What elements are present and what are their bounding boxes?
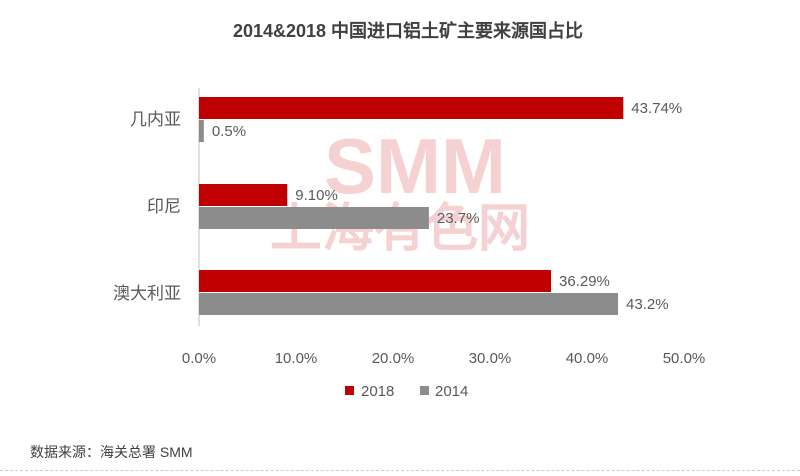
bar-2014-australia (199, 293, 619, 315)
data-label-2014-guinea: 0.5% (212, 123, 246, 140)
bar-2018-australia (199, 270, 552, 292)
data-label-2018-australia: 36.29% (559, 273, 610, 290)
x-tick-label: 50.0% (663, 350, 706, 367)
category-label-guinea: 几内亚 (130, 110, 181, 129)
legend-swatch-2018 (345, 386, 354, 395)
category-label-australia: 澳大利亚 (113, 284, 181, 303)
watermark-smm: SMM (324, 122, 506, 210)
chart-title: 2014&2018 中国进口铝土矿主要来源国占比 (233, 20, 583, 41)
legend-label-2018: 2018 (361, 383, 394, 400)
data-label-2018-guinea: 43.74% (631, 100, 682, 117)
category-label-indonesia: 印尼 (147, 197, 181, 216)
bar-2018-guinea (199, 97, 624, 119)
legend-label-2014: 2014 (435, 383, 468, 400)
bars-group: 43.74% 9.10% 36.29% 0.5% 23.7% 43.2% (199, 97, 682, 315)
bar-2014-indonesia (199, 207, 429, 229)
legend-swatch-2014 (420, 386, 429, 395)
x-tick-label: 30.0% (469, 350, 512, 367)
bottom-divider (0, 470, 800, 471)
x-axis-ticks: 0.0% 10.0% 20.0% 30.0% 40.0% 50.0% (182, 350, 705, 367)
data-source-note: 数据来源：海关总署 SMM (30, 444, 193, 460)
data-label-2014-australia: 43.2% (626, 296, 669, 313)
x-tick-label: 0.0% (182, 350, 216, 367)
x-tick-label: 40.0% (566, 350, 609, 367)
data-label-2014-indonesia: 23.7% (437, 210, 480, 227)
x-tick-label: 10.0% (275, 350, 318, 367)
x-tick-label: 20.0% (372, 350, 415, 367)
bar-2014-guinea (199, 120, 204, 142)
bar-2018-indonesia (199, 184, 288, 206)
data-label-2018-indonesia: 9.10% (295, 187, 338, 204)
